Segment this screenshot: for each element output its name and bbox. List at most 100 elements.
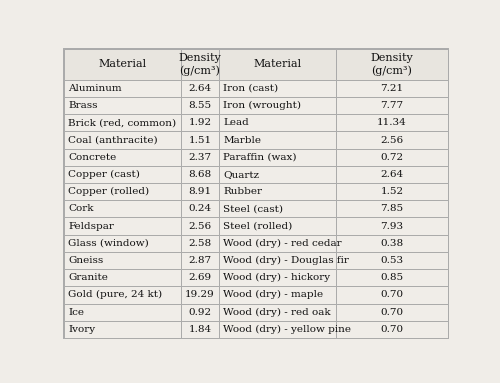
Bar: [180, 114, 220, 131]
Bar: [336, 166, 448, 183]
Bar: [220, 321, 336, 338]
Text: Glass (window): Glass (window): [68, 239, 149, 248]
Text: Ice: Ice: [68, 308, 84, 317]
Text: Density
(g/cm³): Density (g/cm³): [178, 53, 222, 75]
Bar: [220, 114, 336, 131]
Bar: [336, 97, 448, 114]
Text: Material: Material: [98, 59, 146, 69]
Text: 0.70: 0.70: [380, 308, 404, 317]
Bar: [180, 97, 220, 114]
Bar: [336, 218, 448, 235]
Text: Ivory: Ivory: [68, 325, 96, 334]
Bar: [220, 80, 336, 97]
Text: Wood (dry) - Douglas fir: Wood (dry) - Douglas fir: [224, 256, 349, 265]
Text: 0.70: 0.70: [380, 290, 404, 300]
Text: Cork: Cork: [68, 205, 94, 213]
Bar: [336, 269, 448, 286]
Text: Wood (dry) - red cedar: Wood (dry) - red cedar: [224, 239, 342, 248]
Text: 7.77: 7.77: [380, 101, 404, 110]
Bar: [64, 200, 180, 218]
Bar: [220, 183, 336, 200]
Bar: [180, 200, 220, 218]
Bar: [220, 131, 336, 149]
Bar: [180, 80, 220, 97]
Text: 0.92: 0.92: [188, 308, 212, 317]
Bar: [336, 235, 448, 252]
Text: 0.53: 0.53: [380, 256, 404, 265]
Bar: [180, 218, 220, 235]
Bar: [336, 131, 448, 149]
Bar: [64, 114, 180, 131]
Text: 8.68: 8.68: [188, 170, 212, 179]
Text: 2.64: 2.64: [380, 170, 404, 179]
Text: 2.69: 2.69: [188, 273, 212, 282]
Text: 2.58: 2.58: [188, 239, 212, 248]
Text: 2.56: 2.56: [380, 136, 404, 145]
Text: 1.92: 1.92: [188, 118, 212, 128]
Text: Concrete: Concrete: [68, 153, 116, 162]
Text: Steel (rolled): Steel (rolled): [224, 222, 292, 231]
Text: 11.34: 11.34: [377, 118, 407, 128]
Text: Wood (dry) - hickory: Wood (dry) - hickory: [224, 273, 330, 282]
Text: 1.51: 1.51: [188, 136, 212, 145]
Text: Wood (dry) - red oak: Wood (dry) - red oak: [224, 308, 331, 317]
Text: Copper (rolled): Copper (rolled): [68, 187, 150, 196]
Text: 0.70: 0.70: [380, 325, 404, 334]
Bar: [180, 269, 220, 286]
Bar: [336, 286, 448, 303]
Bar: [64, 303, 180, 321]
Bar: [220, 303, 336, 321]
Bar: [64, 183, 180, 200]
Bar: [336, 149, 448, 166]
Text: 19.29: 19.29: [185, 290, 215, 300]
Text: 2.87: 2.87: [188, 256, 212, 265]
Text: Steel (cast): Steel (cast): [224, 205, 284, 213]
Text: Paraffin (wax): Paraffin (wax): [224, 153, 297, 162]
Bar: [180, 183, 220, 200]
Text: Aluminum: Aluminum: [68, 84, 122, 93]
Bar: [336, 114, 448, 131]
Bar: [64, 149, 180, 166]
Bar: [64, 269, 180, 286]
Text: Brass: Brass: [68, 101, 98, 110]
Bar: [64, 166, 180, 183]
Bar: [220, 218, 336, 235]
Text: Gold (pure, 24 kt): Gold (pure, 24 kt): [68, 290, 162, 300]
Text: 8.55: 8.55: [188, 101, 212, 110]
Bar: [220, 166, 336, 183]
Text: 2.56: 2.56: [188, 222, 212, 231]
Bar: [180, 49, 220, 80]
Text: 0.38: 0.38: [380, 239, 404, 248]
Bar: [220, 252, 336, 269]
Text: Wood (dry) - yellow pine: Wood (dry) - yellow pine: [224, 325, 352, 334]
Bar: [180, 303, 220, 321]
Text: Density
(g/cm³): Density (g/cm³): [370, 53, 413, 75]
Text: Gneiss: Gneiss: [68, 256, 104, 265]
Bar: [220, 149, 336, 166]
Text: 7.21: 7.21: [380, 84, 404, 93]
Bar: [180, 131, 220, 149]
Text: Rubber: Rubber: [224, 187, 262, 196]
Text: 1.52: 1.52: [380, 187, 404, 196]
Bar: [180, 149, 220, 166]
Bar: [220, 49, 336, 80]
Text: Iron (cast): Iron (cast): [224, 84, 278, 93]
Bar: [220, 286, 336, 303]
Bar: [180, 252, 220, 269]
Bar: [336, 303, 448, 321]
Bar: [336, 80, 448, 97]
Text: 2.64: 2.64: [188, 84, 212, 93]
Text: Brick (red, common): Brick (red, common): [68, 118, 176, 128]
Text: 7.93: 7.93: [380, 222, 404, 231]
Text: Feldspar: Feldspar: [68, 222, 114, 231]
Text: Material: Material: [254, 59, 302, 69]
Bar: [220, 269, 336, 286]
Text: Lead: Lead: [224, 118, 249, 128]
Text: 7.85: 7.85: [380, 205, 404, 213]
Bar: [64, 97, 180, 114]
Text: Copper (cast): Copper (cast): [68, 170, 140, 179]
Bar: [336, 183, 448, 200]
Bar: [180, 235, 220, 252]
Text: 8.91: 8.91: [188, 187, 212, 196]
Text: Granite: Granite: [68, 273, 108, 282]
